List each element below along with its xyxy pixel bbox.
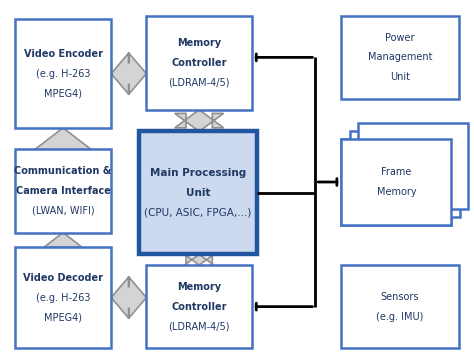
Text: Video Decoder: Video Decoder [23,273,103,283]
Text: Unit: Unit [186,188,210,198]
Text: Frame: Frame [381,167,411,177]
Text: Memory: Memory [177,38,221,48]
Text: (e.g. H-263: (e.g. H-263 [36,293,90,302]
Text: (e.g. IMU): (e.g. IMU) [376,312,424,321]
Text: Controller: Controller [172,302,227,312]
Text: Controller: Controller [172,58,227,68]
Text: (LDRAM-4/5): (LDRAM-4/5) [168,78,230,88]
Text: Memory: Memory [376,187,416,197]
Text: Communication &: Communication & [14,166,112,176]
Polygon shape [111,53,146,95]
Polygon shape [111,277,146,318]
Polygon shape [35,233,91,254]
Text: Unit: Unit [390,72,410,82]
FancyBboxPatch shape [15,19,111,128]
FancyBboxPatch shape [350,131,460,217]
FancyBboxPatch shape [341,265,458,348]
Polygon shape [35,128,91,150]
Text: MPEG4): MPEG4) [44,88,82,99]
Text: Memory: Memory [177,282,221,292]
FancyBboxPatch shape [146,16,252,110]
Text: Management: Management [368,52,432,62]
Text: MPEG4): MPEG4) [44,312,82,323]
Text: (e.g. H-263: (e.g. H-263 [36,69,90,79]
FancyBboxPatch shape [341,139,452,225]
FancyBboxPatch shape [15,150,111,233]
Text: Video Encoder: Video Encoder [24,49,102,59]
FancyBboxPatch shape [146,265,252,348]
Polygon shape [175,247,224,272]
Text: Main Processing: Main Processing [150,168,246,178]
FancyBboxPatch shape [341,16,458,99]
Text: (CPU, ASIC, FPGA,...): (CPU, ASIC, FPGA,...) [144,208,252,218]
Text: (LDRAM-4/5): (LDRAM-4/5) [168,321,230,332]
Text: Power: Power [385,32,415,43]
FancyBboxPatch shape [139,131,257,254]
FancyBboxPatch shape [341,139,452,225]
Text: Camera Interface: Camera Interface [16,186,110,196]
FancyBboxPatch shape [15,247,111,348]
Polygon shape [175,110,224,131]
Text: (LWAN, WIFI): (LWAN, WIFI) [32,206,94,216]
Text: Sensors: Sensors [381,292,419,302]
FancyBboxPatch shape [358,123,468,209]
